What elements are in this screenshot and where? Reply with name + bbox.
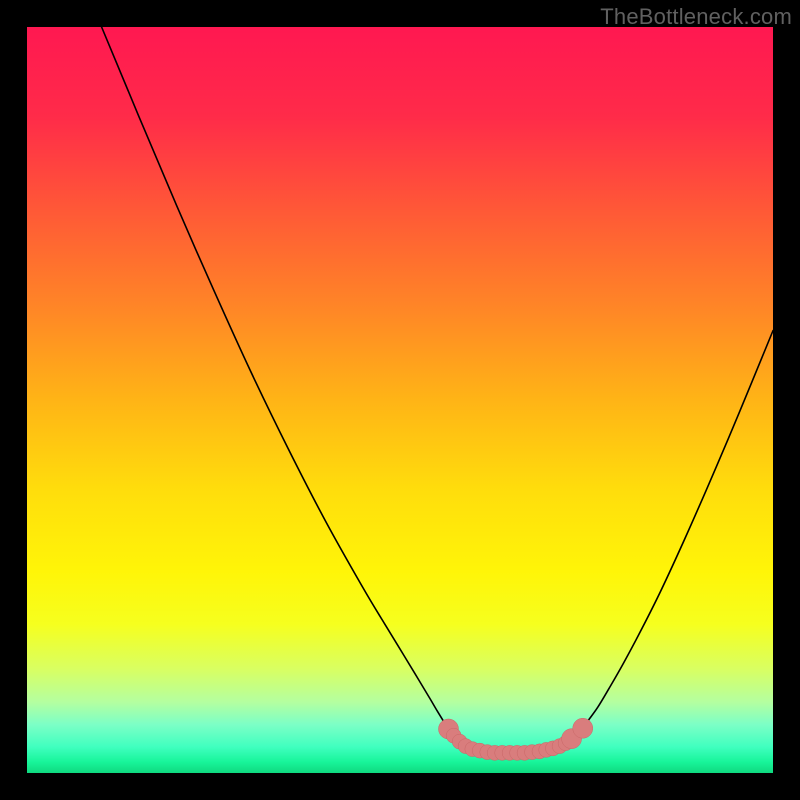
bottleneck-curve-chart bbox=[0, 0, 800, 800]
watermark-text: TheBottleneck.com bbox=[600, 4, 792, 30]
marker-dot-isolated bbox=[573, 718, 593, 738]
chart-container: TheBottleneck.com bbox=[0, 0, 800, 800]
gradient-background bbox=[27, 27, 773, 773]
